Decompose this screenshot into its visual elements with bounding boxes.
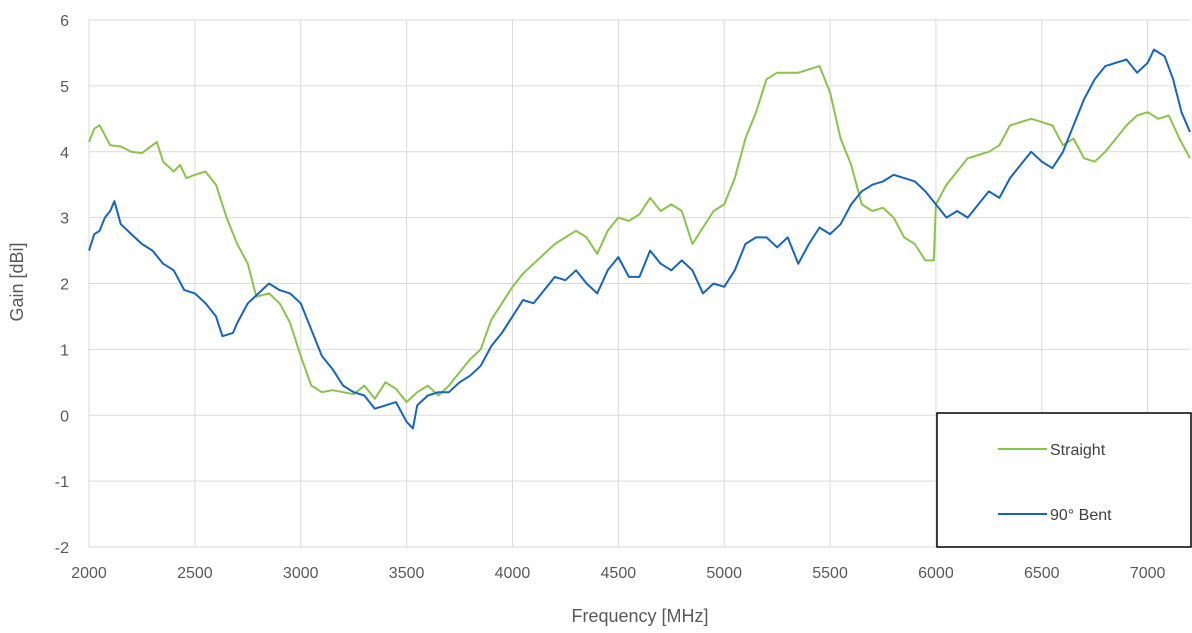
series-line-1 [88, 48, 1191, 430]
grid-lines [88, 19, 1190, 548]
x-tick-label: 3000 [283, 565, 319, 582]
x-tick-label: 4500 [601, 565, 637, 582]
y-tick-label: 3 [60, 211, 69, 228]
x-tick-label: 2500 [177, 565, 213, 582]
x-tick-label: 7000 [1130, 565, 1166, 582]
y-axis-ticks: -2 -1 0 1 2 3 4 5 6 [55, 13, 69, 557]
legend-box [936, 412, 1192, 548]
x-tick-label: 2000 [71, 565, 107, 582]
legend: Straight 90° Bent [936, 412, 1192, 548]
y-tick-label: 1 [60, 342, 69, 359]
x-tick-label: 6000 [918, 565, 954, 582]
y-tick-label: 5 [60, 79, 69, 96]
legend-label-straight: Straight [1050, 442, 1106, 459]
y-axis-title: Gain [dBi] [7, 242, 27, 321]
y-tick-label: 6 [60, 13, 69, 30]
x-tick-label: 6500 [1024, 565, 1060, 582]
series-lines [88, 48, 1191, 430]
x-tick-label: 3500 [389, 565, 425, 582]
y-tick-label: 4 [60, 145, 69, 162]
x-tick-label: 5000 [706, 565, 742, 582]
legend-label-90-bent: 90° Bent [1050, 507, 1112, 524]
x-tick-label: 4000 [495, 565, 531, 582]
x-axis-ticks: 2000 2500 3000 3500 4000 4500 5000 5500 6000 6500… [71, 565, 1165, 582]
y-tick-label: -2 [55, 540, 69, 557]
y-tick-label: -1 [55, 474, 69, 491]
y-tick-label: 0 [60, 408, 69, 425]
series-line-0 [88, 65, 1191, 404]
y-tick-label: 2 [60, 277, 69, 294]
x-axis-title: Frequency [MHz] [571, 606, 708, 626]
x-tick-label: 5500 [812, 565, 848, 582]
